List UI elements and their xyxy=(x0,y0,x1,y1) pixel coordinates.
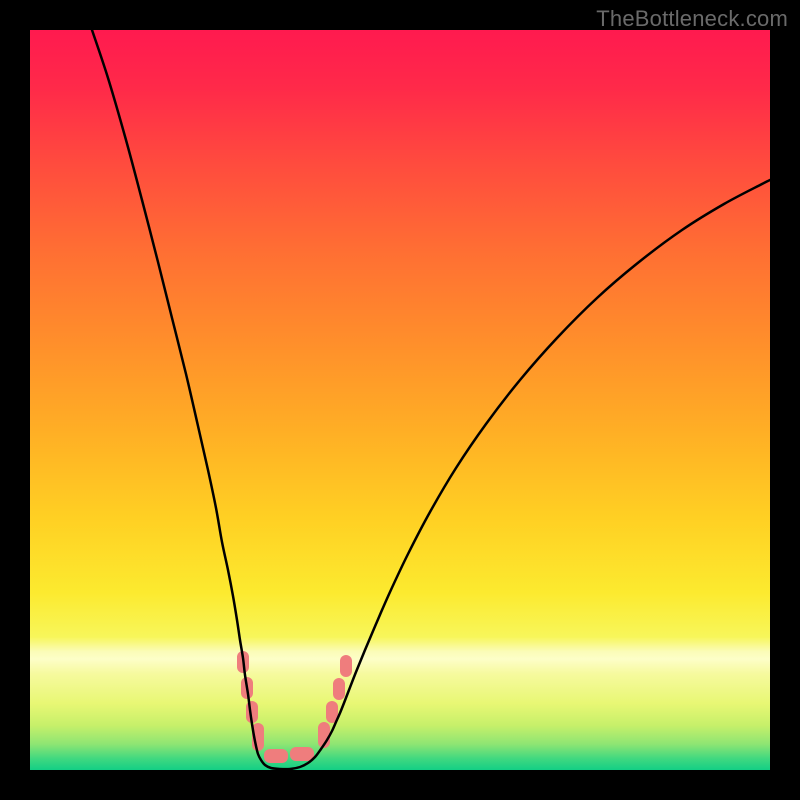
watermark-text: TheBottleneck.com xyxy=(596,6,788,32)
curve-marker xyxy=(340,655,352,677)
bottleneck-curve-chart xyxy=(30,30,770,770)
curve-marker xyxy=(290,747,314,761)
curve-marker xyxy=(333,678,345,700)
curve-marker xyxy=(264,749,288,763)
frame: TheBottleneck.com xyxy=(0,0,800,800)
chart-background xyxy=(30,30,770,770)
plot-area xyxy=(30,30,770,770)
